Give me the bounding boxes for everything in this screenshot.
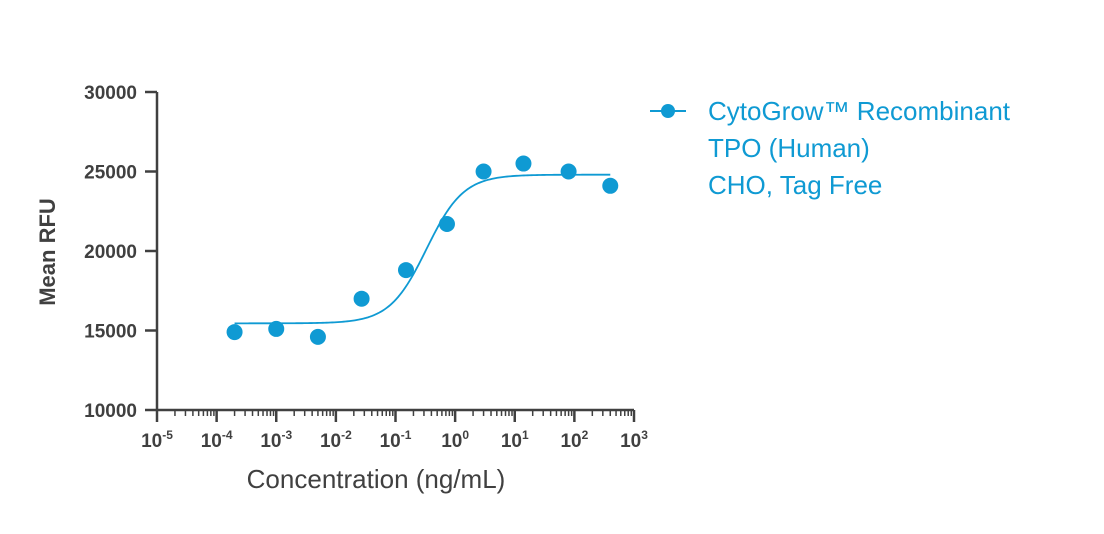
x-tick-label: 10-5 [141,428,173,452]
x-tick-label: 10-2 [320,428,352,452]
y-tick-label: 20000 [84,242,137,263]
legend: CytoGrow™ Recombinant TPO (Human) CHO, T… [650,96,1011,200]
x-tick-base: 10 [501,431,522,452]
x-tick-label: 102 [560,428,588,452]
x-axis-title: Concentration (ng/mL) [247,464,506,494]
y-tick-label: 25000 [84,163,137,184]
y-tick-label: 30000 [84,83,137,104]
x-tick-label: 10-3 [260,428,292,452]
data-point [309,328,326,345]
data-point [475,163,492,180]
x-tick-exponent: -5 [162,428,173,442]
legend-label-line-2: TPO (Human) [708,133,870,163]
x-tick-exponent: -4 [222,428,233,442]
x-tick-exponent: 3 [641,428,648,442]
x-tick-base: 10 [380,431,401,452]
y-tick-label: 15000 [84,322,137,343]
x-tick-base: 10 [560,431,581,452]
x-tick-exponent: 2 [582,428,589,442]
x-tick-label: 100 [441,428,469,452]
x-tick-base: 10 [201,431,222,452]
data-points-layer [226,155,619,345]
x-tick-label: 101 [501,428,529,452]
x-tick-base: 10 [320,431,341,452]
data-point [268,320,285,337]
y-axis: 10000 15000 20000 25000 30000 [84,83,159,422]
data-point [226,324,243,341]
data-point [602,177,619,194]
legend-label-line-3: CHO, Tag Free [708,170,882,200]
x-tick-base: 10 [141,431,162,452]
legend-point-marker [661,104,675,118]
data-point [560,163,577,180]
data-point [353,290,370,307]
x-tick-exponent: -3 [281,428,292,442]
legend-label-line-1: CytoGrow™ Recombinant [708,96,1011,126]
x-tick-exponent: -2 [341,428,352,442]
data-point [397,262,414,279]
x-tick-label: 10-1 [380,428,412,452]
x-tick-base: 10 [620,431,641,452]
x-tick-exponent: 0 [462,428,469,442]
fit-curve [234,173,611,325]
x-tick-exponent: -1 [401,428,412,442]
y-tick-label: 10000 [84,401,137,422]
data-point [438,215,455,232]
x-tick-base: 10 [441,431,462,452]
y-axis-title: Mean RFU [35,198,60,306]
x-tick-base: 10 [260,431,281,452]
fit-curve-layer [234,173,611,325]
x-axis: 10-5 10-4 10-3 10-2 10-1 100 101 102 103 [141,408,648,452]
x-tick-exponent: 1 [522,428,529,442]
x-tick-label: 103 [620,428,648,452]
x-tick-label: 10-4 [201,428,233,452]
data-point [515,155,532,172]
